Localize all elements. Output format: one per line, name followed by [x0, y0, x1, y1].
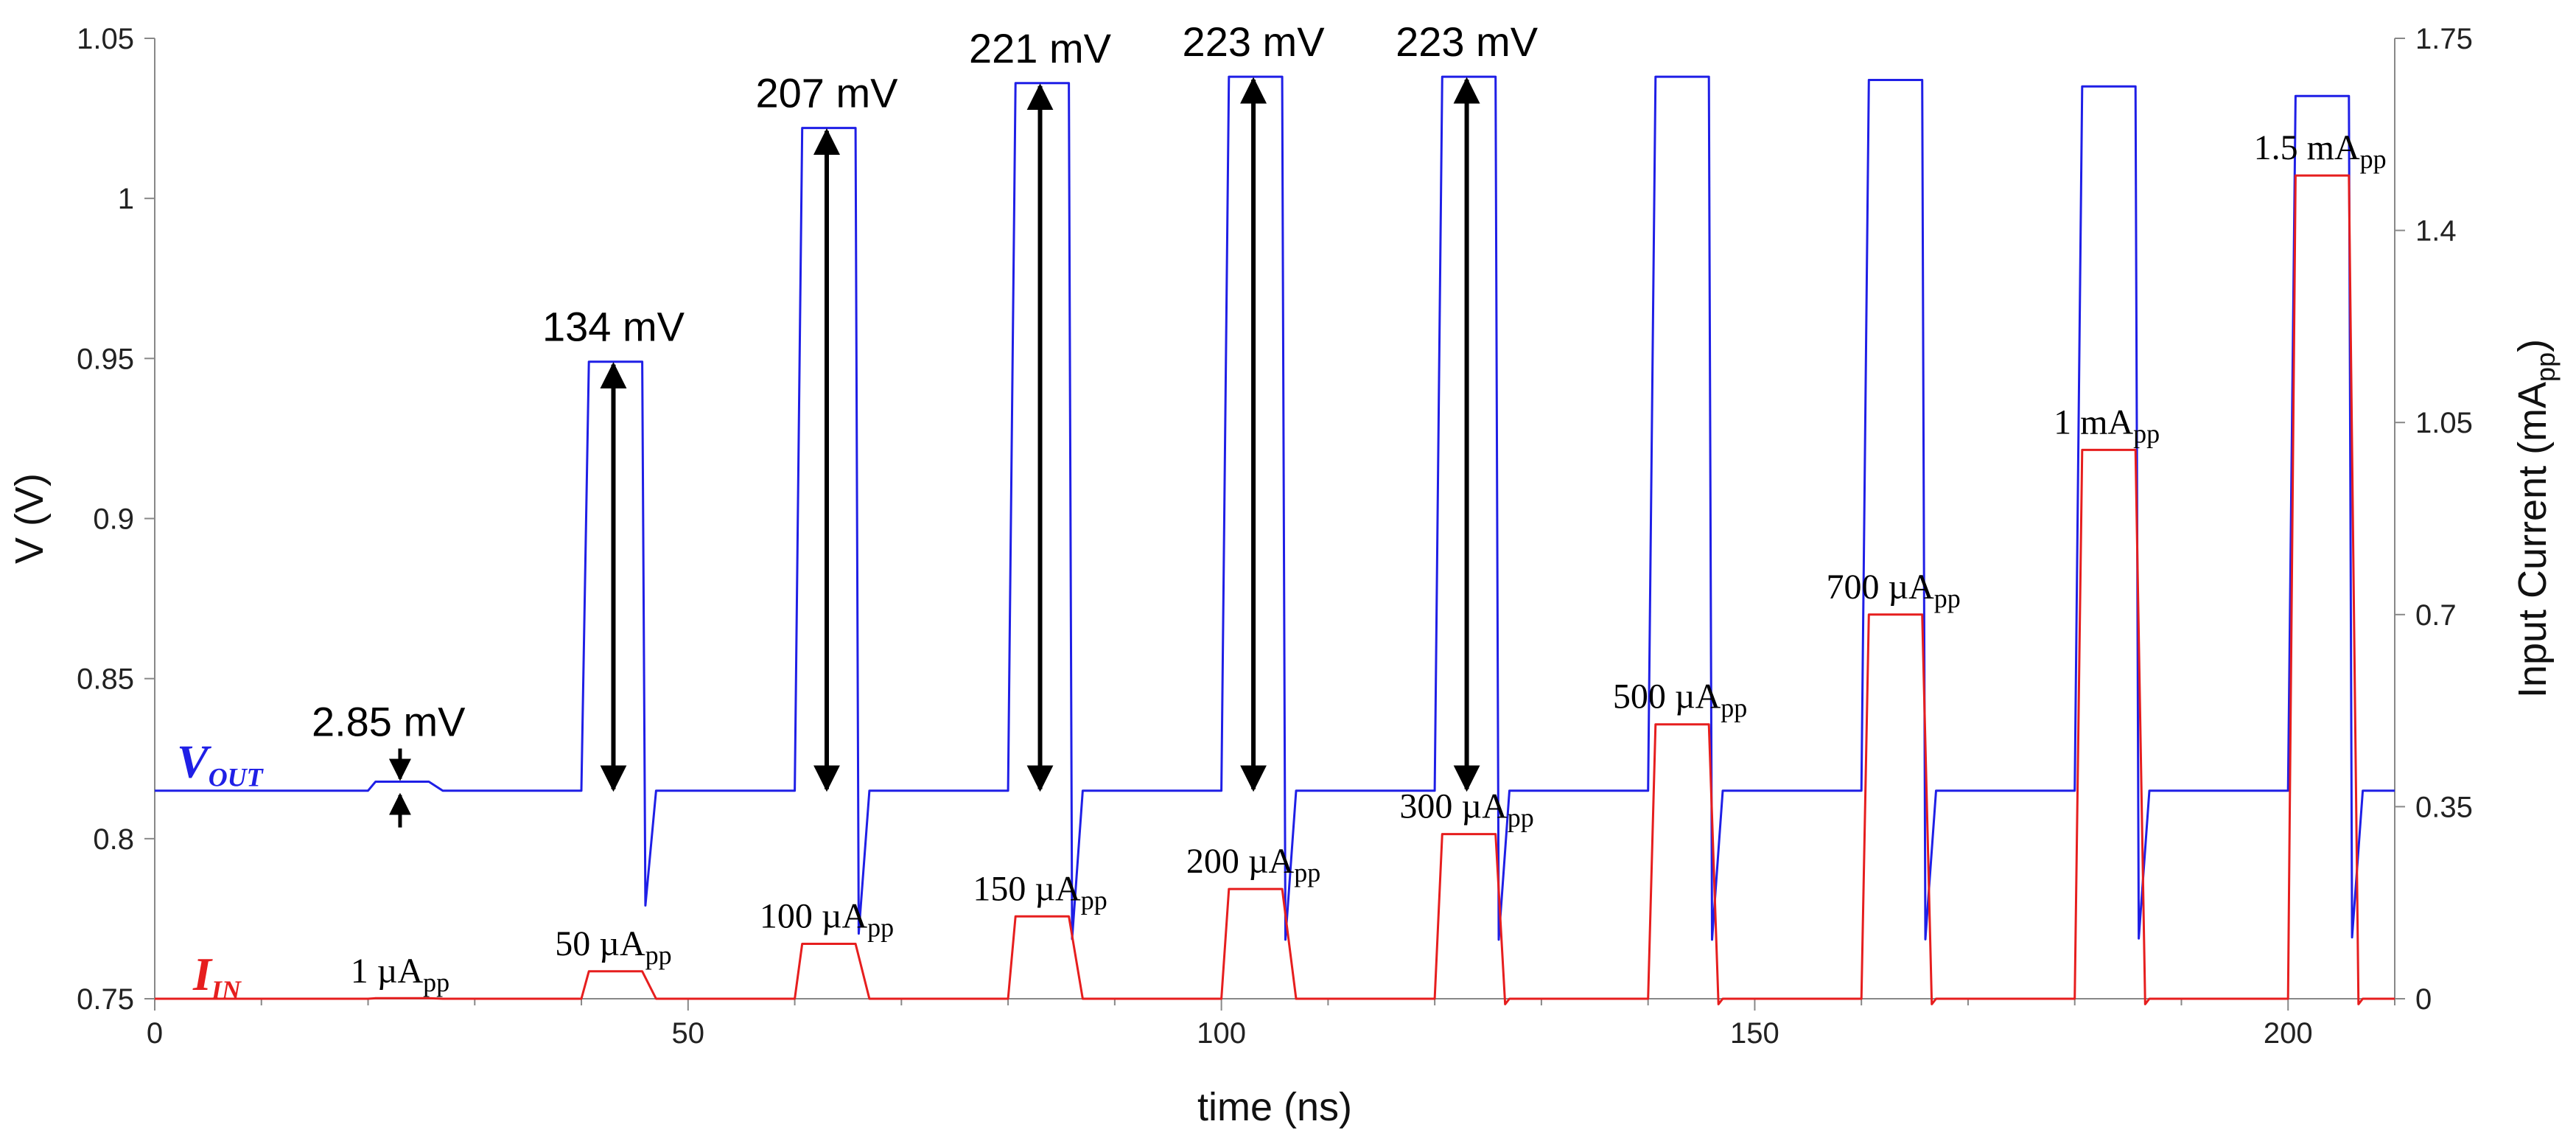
current-pulse-label-main: 300 µA [1399, 787, 1508, 826]
y-left-tick-label: 0.95 [77, 343, 134, 375]
y-left-tick-label: 0.75 [77, 983, 134, 1016]
y-right-title-main: Input Current (mA [2510, 382, 2555, 698]
current-pulse-label-main: 150 µA [973, 869, 1081, 908]
current-pulse-label-main: 500 µA [1613, 677, 1721, 716]
series-line-v-out [155, 75, 2395, 941]
y-right-tick-label: 0 [2415, 983, 2432, 1016]
y-right-tick-label: 1.75 [2415, 23, 2473, 55]
series-label-iin: IIN [192, 948, 242, 1005]
x-tick-label: 0 [147, 1017, 163, 1050]
current-pulse-label-sub: pp [645, 941, 672, 970]
current-pulse-label-main: 700 µA [1826, 568, 1934, 607]
series-label-vout: VOUT [177, 736, 265, 792]
amplitude-label: 221 mV [969, 25, 1112, 71]
series-label-iin-main: I [192, 948, 213, 1000]
current-pulse-label: 300 µApp [1399, 787, 1533, 833]
y-left-tick-label: 0.8 [93, 823, 134, 856]
current-pulse-label-main: 1 µA [351, 952, 424, 991]
x-tick-label: 100 [1197, 1017, 1246, 1050]
x-tick-label: 50 [672, 1017, 705, 1050]
current-pulse-label-main: 200 µA [1186, 842, 1295, 881]
current-pulse-label-main: 50 µA [555, 924, 645, 963]
current-pulse-label: 700 µApp [1826, 568, 1960, 613]
current-pulse-label-sub: pp [423, 968, 449, 997]
current-pulse-label-sub: pp [1934, 584, 1961, 613]
y-right-title-sub: pp [2530, 352, 2561, 382]
current-pulse-label-sub: pp [1294, 858, 1320, 887]
y-left-tick-label: 1.05 [77, 23, 134, 55]
y-left-tick-label: 0.9 [93, 503, 134, 536]
current-pulse-label-main: 1.5 mA [2254, 128, 2360, 167]
series-line-i-in [155, 174, 2395, 1005]
current-pulse-label: 1.5 mApp [2254, 128, 2387, 174]
current-pulse-label: 100 µApp [760, 897, 894, 943]
current-pulse-label: 150 µApp [973, 869, 1107, 915]
amplitude-label: 207 mV [756, 70, 899, 116]
current-pulse-label: 1 µApp [351, 952, 449, 997]
y-right-axis-title: Input Current (mApp) [2510, 339, 2561, 698]
current-pulse-label: 200 µApp [1186, 842, 1320, 887]
series-label-vout-main: V [177, 736, 212, 788]
current-pulse-label-sub: pp [1508, 803, 1534, 833]
amplitude-label: 223 mV [1396, 18, 1539, 65]
current-pulse-label-sub: pp [1081, 885, 1107, 915]
y-left-tick-label: 1 [118, 183, 134, 215]
current-pulse-label: 1 mApp [2054, 402, 2160, 448]
x-axis-title: time (ns) [1197, 1085, 1352, 1129]
series-label-vout-sub: OUT [209, 763, 265, 792]
y-right-tick-label: 0.7 [2415, 599, 2457, 632]
amplitude-label: 2.85 mV [312, 699, 466, 745]
y-right-tick-label: 0.35 [2415, 791, 2473, 823]
current-pulse-label-sub: pp [867, 913, 894, 943]
current-pulse-label-sub: pp [1721, 694, 1747, 723]
amplitude-label: 223 mV [1183, 18, 1326, 65]
series-label-iin-sub: IN [211, 975, 242, 1005]
current-pulse-label: 50 µApp [555, 924, 671, 970]
y-left-tick-label: 0.85 [77, 663, 134, 696]
y-right-tick-label: 1.4 [2415, 215, 2457, 248]
current-pulse-label-main: 100 µA [760, 897, 868, 936]
current-pulse-label-sub: pp [2133, 419, 2160, 448]
current-pulse-label-sub: pp [2360, 144, 2387, 174]
y-left-axis-title: V (V) [7, 473, 52, 564]
y-right-title-close: ) [2510, 339, 2555, 352]
x-tick-label: 200 [2264, 1017, 2313, 1050]
current-pulse-label: 500 µApp [1613, 677, 1747, 723]
amplitude-label: 134 mV [542, 304, 685, 350]
current-pulse-label-main: 1 mA [2054, 402, 2133, 442]
x-tick-label: 150 [1730, 1017, 1779, 1050]
y-right-tick-label: 1.05 [2415, 407, 2473, 439]
